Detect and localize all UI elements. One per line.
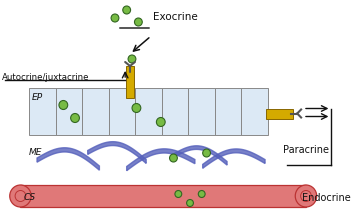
Bar <box>188 88 215 135</box>
Bar <box>266 108 293 118</box>
Text: Exocrine: Exocrine <box>153 12 198 22</box>
Circle shape <box>111 14 119 22</box>
Circle shape <box>156 118 165 127</box>
Text: Autocrine/juxtacrine: Autocrine/juxtacrine <box>2 73 90 82</box>
Polygon shape <box>203 149 265 168</box>
Bar <box>56 88 82 135</box>
Bar <box>21 185 306 207</box>
Polygon shape <box>127 149 195 171</box>
Circle shape <box>198 191 205 198</box>
Circle shape <box>170 154 177 162</box>
Polygon shape <box>88 142 146 163</box>
Text: Paracrine: Paracrine <box>283 145 329 155</box>
Bar <box>242 88 268 135</box>
Circle shape <box>187 200 193 207</box>
Circle shape <box>135 18 142 26</box>
Circle shape <box>123 6 131 14</box>
Bar <box>135 88 162 135</box>
Polygon shape <box>37 148 99 170</box>
Polygon shape <box>173 146 227 165</box>
Circle shape <box>203 149 210 157</box>
Bar <box>109 88 135 135</box>
Bar <box>162 88 188 135</box>
Circle shape <box>295 185 317 207</box>
Circle shape <box>132 104 141 113</box>
Bar <box>29 88 56 135</box>
Circle shape <box>128 55 136 63</box>
Circle shape <box>59 101 68 110</box>
Text: Endocrine: Endocrine <box>302 193 351 203</box>
Bar <box>215 88 242 135</box>
Circle shape <box>10 185 31 207</box>
Text: ME: ME <box>29 148 43 157</box>
Circle shape <box>15 191 26 201</box>
Circle shape <box>71 113 79 122</box>
Text: CS: CS <box>23 193 35 201</box>
Text: EP: EP <box>32 93 43 102</box>
Circle shape <box>175 191 182 198</box>
Bar <box>82 88 109 135</box>
Circle shape <box>301 191 311 201</box>
Bar <box>126 66 134 98</box>
